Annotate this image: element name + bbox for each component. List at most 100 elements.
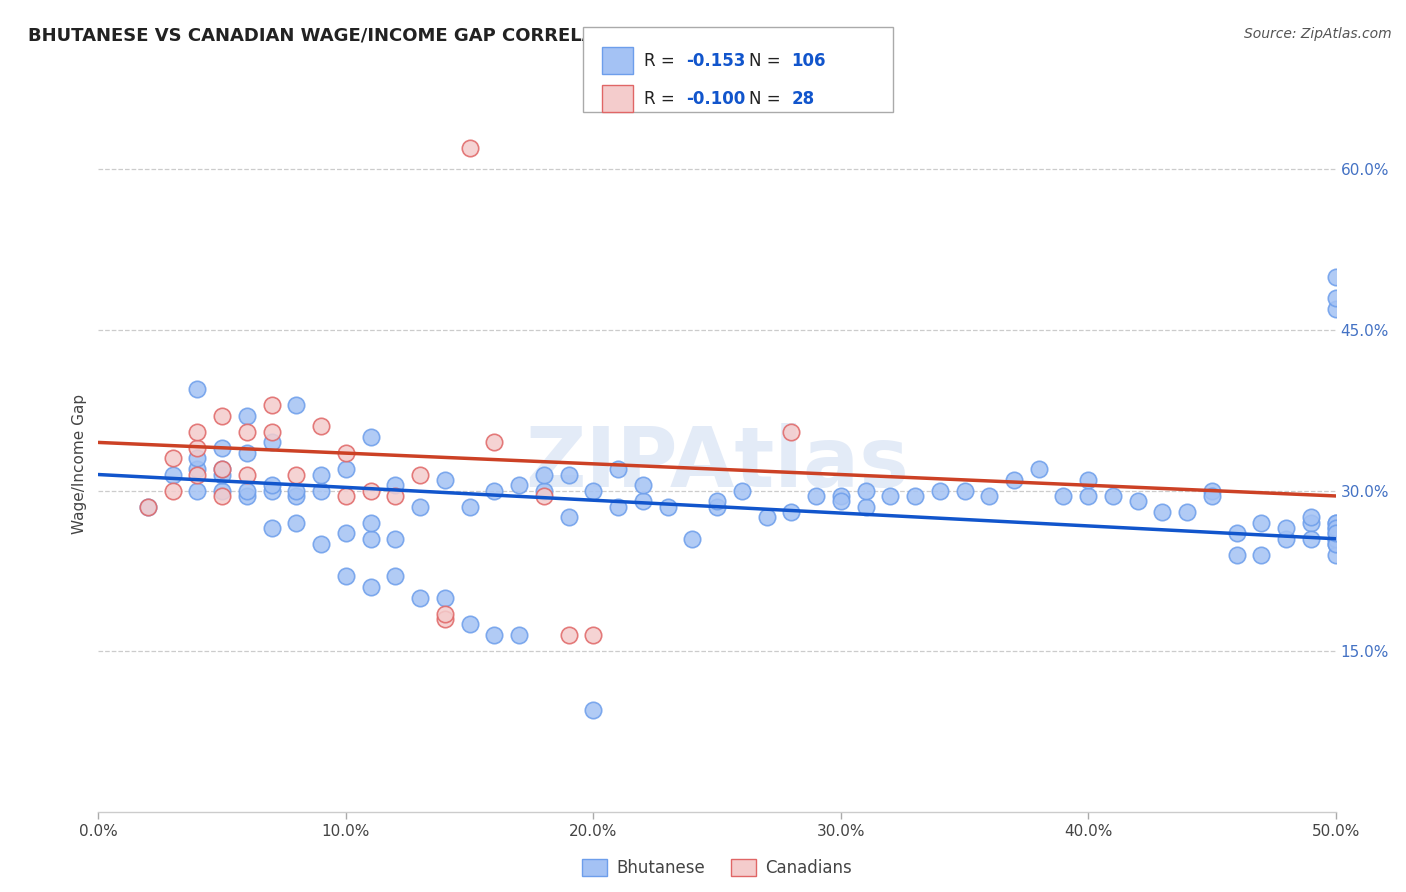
Point	[1077, 489, 1099, 503]
Point	[1324, 537, 1347, 551]
Point	[1002, 473, 1025, 487]
Point	[433, 591, 456, 605]
Point	[855, 483, 877, 498]
Point	[186, 467, 208, 482]
Point	[384, 478, 406, 492]
Text: R =: R =	[644, 90, 681, 108]
Point	[1028, 462, 1050, 476]
Point	[360, 580, 382, 594]
Point	[1324, 269, 1347, 284]
Point	[979, 489, 1001, 503]
Point	[211, 467, 233, 482]
Point	[1226, 526, 1249, 541]
Point	[236, 409, 259, 423]
Point	[582, 703, 605, 717]
Point	[657, 500, 679, 514]
Point	[458, 500, 481, 514]
Text: -0.153: -0.153	[686, 52, 745, 70]
Point	[309, 419, 332, 434]
Point	[1275, 532, 1298, 546]
Point	[830, 489, 852, 503]
Point	[508, 628, 530, 642]
Point	[706, 500, 728, 514]
Point	[804, 489, 827, 503]
Point	[260, 478, 283, 492]
Point	[1201, 483, 1223, 498]
Point	[186, 483, 208, 498]
Point	[211, 489, 233, 503]
Point	[384, 489, 406, 503]
Point	[211, 483, 233, 498]
Point	[360, 430, 382, 444]
Point	[335, 569, 357, 583]
Point	[236, 467, 259, 482]
Point	[186, 462, 208, 476]
Point	[1077, 473, 1099, 487]
Point	[1324, 521, 1347, 535]
Point	[557, 467, 579, 482]
Point	[186, 441, 208, 455]
Point	[285, 467, 308, 482]
Point	[162, 451, 184, 466]
Point	[953, 483, 976, 498]
Point	[1324, 301, 1347, 316]
Point	[335, 446, 357, 460]
Point	[211, 462, 233, 476]
Point	[780, 505, 803, 519]
Point	[830, 494, 852, 508]
Point	[211, 462, 233, 476]
Point	[1152, 505, 1174, 519]
Point	[384, 532, 406, 546]
Text: ZIPAtlas: ZIPAtlas	[524, 424, 910, 504]
Point	[533, 483, 555, 498]
Point	[458, 617, 481, 632]
Legend: Bhutanese, Canadians: Bhutanese, Canadians	[575, 852, 859, 883]
Point	[211, 409, 233, 423]
Point	[533, 489, 555, 503]
Point	[236, 446, 259, 460]
Point	[409, 591, 432, 605]
Point	[1324, 526, 1347, 541]
Point	[1102, 489, 1125, 503]
Point	[1299, 510, 1322, 524]
Point	[1299, 516, 1322, 530]
Point	[1275, 521, 1298, 535]
Point	[409, 500, 432, 514]
Point	[433, 473, 456, 487]
Point	[260, 398, 283, 412]
Point	[1324, 516, 1347, 530]
Point	[582, 483, 605, 498]
Point	[928, 483, 950, 498]
Point	[236, 489, 259, 503]
Point	[755, 510, 778, 524]
Point	[1324, 516, 1347, 530]
Point	[879, 489, 901, 503]
Point	[533, 467, 555, 482]
Point	[360, 483, 382, 498]
Text: Source: ZipAtlas.com: Source: ZipAtlas.com	[1244, 27, 1392, 41]
Point	[186, 425, 208, 439]
Point	[1250, 516, 1272, 530]
Point	[780, 425, 803, 439]
Point	[631, 478, 654, 492]
Point	[1324, 521, 1347, 535]
Y-axis label: Wage/Income Gap: Wage/Income Gap	[72, 393, 87, 534]
Point	[433, 612, 456, 626]
Point	[260, 483, 283, 498]
Point	[162, 467, 184, 482]
Point	[136, 500, 159, 514]
Point	[285, 483, 308, 498]
Text: -0.100: -0.100	[686, 90, 745, 108]
Point	[484, 435, 506, 450]
Point	[1201, 489, 1223, 503]
Point	[433, 607, 456, 621]
Point	[211, 441, 233, 455]
Point	[706, 494, 728, 508]
Point	[508, 478, 530, 492]
Point	[484, 628, 506, 642]
Point	[309, 483, 332, 498]
Point	[1175, 505, 1198, 519]
Point	[285, 489, 308, 503]
Point	[607, 500, 630, 514]
Text: 106: 106	[792, 52, 827, 70]
